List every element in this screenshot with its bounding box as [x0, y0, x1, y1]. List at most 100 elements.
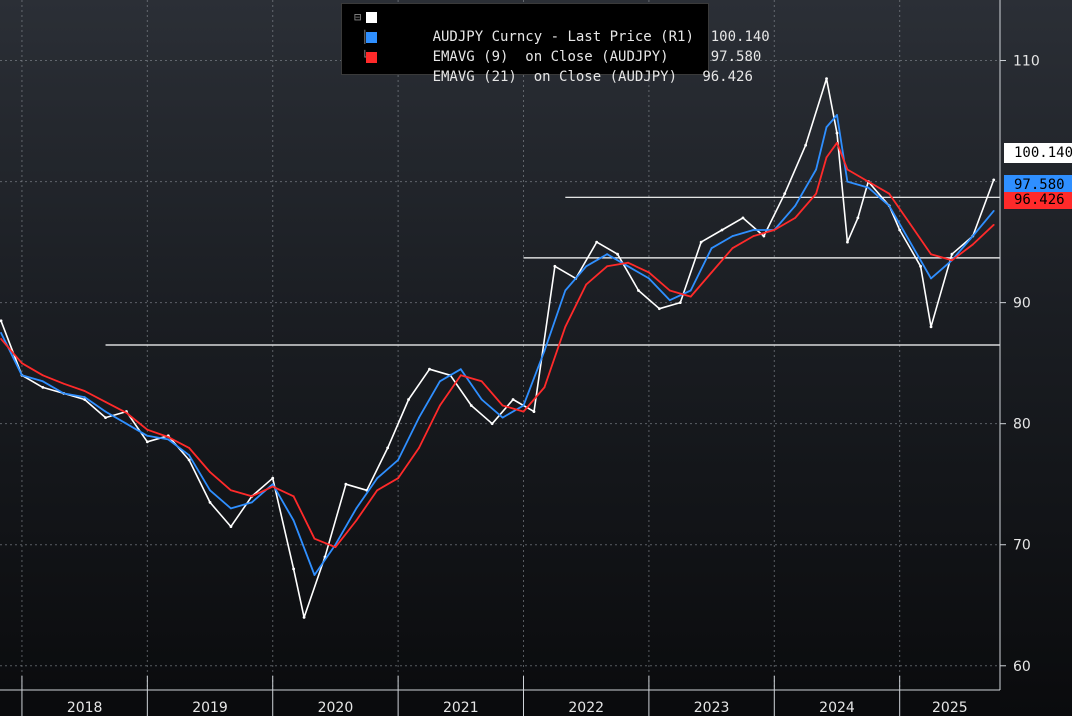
data-point [606, 265, 609, 268]
data-point [271, 483, 274, 486]
data-point [145, 440, 149, 444]
data-point [637, 289, 640, 292]
data-point [699, 240, 703, 244]
data-point [230, 489, 232, 492]
data-point [825, 77, 828, 81]
data-point [762, 234, 766, 238]
data-point [355, 507, 358, 510]
data-point [313, 574, 316, 576]
data-point [909, 241, 912, 244]
y-tick-label: 70 [1013, 538, 1031, 554]
y-tick-label: 110 [1013, 54, 1040, 70]
data-point [835, 131, 839, 135]
series-last-price [0, 77, 996, 619]
data-point [187, 458, 191, 462]
data-point [104, 416, 107, 420]
legend-swatch-blue [366, 32, 377, 43]
data-point [480, 380, 483, 383]
data-point [62, 382, 65, 385]
price-tag-ema-21: 96.426 [1004, 192, 1072, 209]
data-point [439, 404, 441, 407]
data-point [553, 264, 557, 268]
data-point [825, 126, 828, 129]
data-point [188, 454, 191, 457]
data-point [815, 168, 817, 171]
data-point [846, 168, 849, 171]
data-point [951, 259, 953, 262]
data-point [532, 410, 536, 413]
data-point [230, 507, 232, 510]
data-point [397, 477, 400, 480]
legend-tree-branch-icon: │ [354, 30, 369, 44]
data-point [250, 495, 253, 498]
data-point [992, 223, 995, 226]
data-point [595, 240, 599, 244]
x-tick-label: 2020 [318, 700, 354, 716]
data-point [648, 271, 650, 274]
legend-tree-icon: ⊟ [354, 10, 362, 24]
data-point [657, 307, 661, 311]
data-point [585, 265, 588, 268]
data-point [992, 178, 996, 182]
data-point [783, 192, 787, 196]
data-point [313, 537, 316, 540]
data-point [522, 410, 525, 413]
data-point [104, 410, 107, 413]
data-point [522, 404, 525, 407]
x-tick-label: 2024 [819, 700, 855, 716]
x-tick-label: 2022 [568, 700, 604, 716]
data-point [867, 186, 870, 189]
data-point [898, 228, 902, 232]
data-point [376, 489, 379, 492]
data-point [815, 192, 817, 195]
data-point [648, 277, 650, 280]
data-point [689, 289, 692, 292]
legend-label: EMAVG (21) on Close (AUDJPY) 96.426 [432, 69, 753, 85]
data-point [0, 331, 2, 334]
data-point [125, 422, 128, 425]
data-point [146, 434, 149, 437]
data-point [271, 485, 274, 488]
data-point [992, 209, 995, 212]
data-point [334, 546, 337, 549]
data-point [209, 471, 211, 474]
data-point [585, 283, 588, 286]
data-point [804, 143, 808, 147]
data-point [930, 253, 932, 256]
chart-legend[interactable]: ⊟ AUDJPY Curncy - Last Price (R1) 100.14… [341, 3, 770, 85]
data-point [929, 325, 933, 329]
data-point [888, 192, 891, 195]
y-tick-label: 60 [1013, 659, 1031, 675]
data-point [250, 501, 253, 504]
data-point [668, 299, 671, 302]
data-point [41, 374, 44, 377]
data-point [752, 235, 755, 237]
data-point [167, 438, 170, 441]
data-point [41, 380, 44, 383]
data-point [616, 252, 619, 256]
data-point [867, 180, 870, 183]
data-point [439, 380, 441, 383]
data-point [292, 567, 296, 571]
data-point [543, 350, 546, 352]
x-axis-band [0, 690, 1000, 716]
data-point [146, 428, 149, 431]
legend-row-last-price[interactable]: ⊟ AUDJPY Curncy - Last Price (R1) 100.14… [352, 7, 770, 45]
y-tick-label: 90 [1013, 296, 1031, 312]
data-point [501, 416, 504, 419]
x-tick-label: 2023 [694, 700, 730, 716]
data-point [302, 615, 306, 619]
price-tag-last: 100.140 [1004, 143, 1072, 163]
support-resistance-lines [105, 196, 1000, 346]
series-line [0, 114, 995, 576]
legend-row-ema-21[interactable]: └ EMAVG (21) on Close (AUDJPY) 96.426 [352, 47, 753, 85]
data-point [668, 289, 671, 292]
data-point [501, 404, 504, 407]
data-point [376, 477, 379, 480]
legend-label: EMAVG (9) on Close (AUDJPY) 97.580 [432, 49, 762, 65]
data-point [794, 216, 797, 219]
data-point [271, 476, 275, 480]
data-point [606, 253, 609, 256]
legend-row-ema-9[interactable]: │ EMAVG (9) on Close (AUDJPY) 97.580 [352, 27, 761, 65]
data-point [21, 374, 23, 377]
